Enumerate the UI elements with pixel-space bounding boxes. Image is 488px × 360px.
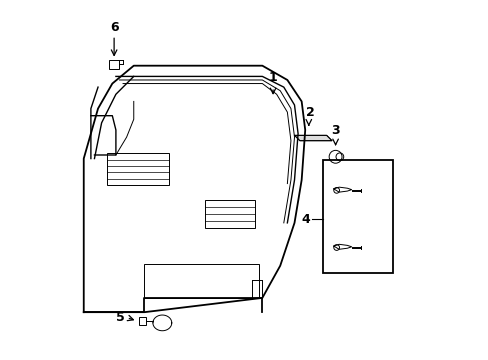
Text: 6: 6 [110,21,118,33]
Polygon shape [294,135,331,141]
Text: 1: 1 [268,71,277,84]
Text: 3: 3 [330,124,339,137]
Text: 2: 2 [305,106,314,119]
Bar [107,153,169,185]
Bar [109,60,119,68]
Bar [205,200,255,228]
Text: 5: 5 [116,311,124,324]
Bar [144,264,258,298]
Bar [139,317,146,325]
Text: 4: 4 [301,213,310,226]
Bar [323,160,392,273]
